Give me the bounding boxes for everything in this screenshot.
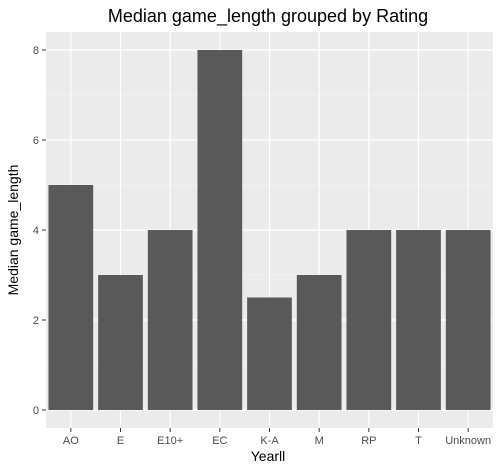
bar-unknown: [445, 230, 491, 410]
bar-e10-: [147, 230, 193, 410]
x-tick-label: E: [117, 435, 124, 447]
bar-ao: [48, 185, 94, 410]
y-tick-label: 8: [33, 45, 39, 57]
y-tick-label: 6: [33, 135, 39, 147]
x-tick-label: T: [415, 435, 422, 447]
bar-k-a: [247, 297, 292, 410]
y-axis: 0 2 4 6 8: [33, 45, 46, 417]
x-tick-label: K-A: [260, 435, 279, 447]
bar-ec: [197, 50, 243, 410]
bar-rp: [346, 230, 392, 410]
y-tick-label: 0: [33, 405, 39, 417]
chart-title: Median game_length grouped by Rating: [108, 6, 428, 27]
bar-m: [296, 275, 342, 410]
bar-t: [396, 230, 441, 410]
x-tick-label: M: [315, 435, 324, 447]
bars: [48, 50, 491, 410]
x-axis-title: Yearll: [251, 448, 286, 464]
x-tick-label: Unknown: [445, 435, 491, 447]
x-axis: AO E E10+ EC K-A M RP T Unknown: [63, 428, 491, 447]
x-tick-label: RP: [361, 435, 376, 447]
x-tick-label: EC: [212, 435, 227, 447]
x-tick-label: E10+: [157, 435, 183, 447]
y-tick-label: 2: [33, 315, 39, 327]
bar-e: [98, 275, 143, 410]
y-axis-title: Median game_length: [5, 165, 21, 296]
y-tick-label: 4: [33, 225, 39, 237]
x-tick-label: AO: [63, 435, 79, 447]
